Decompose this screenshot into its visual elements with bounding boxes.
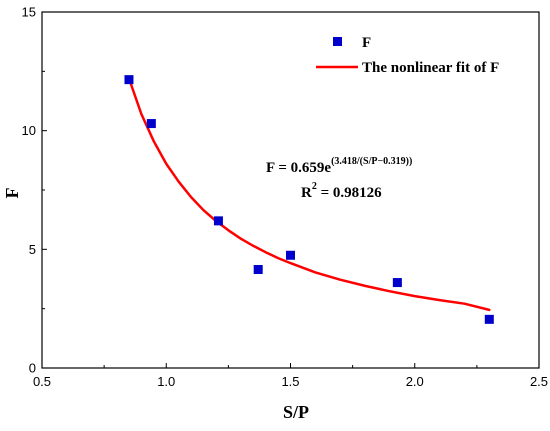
fit-equation: F = 0.659e(3.418/(S/P−0.319)) R2 = 0.981… bbox=[266, 156, 412, 201]
legend-label-scatter: F bbox=[362, 35, 371, 51]
fit-layer bbox=[127, 77, 491, 312]
data-point bbox=[484, 314, 494, 324]
y-tick-label: 5 bbox=[29, 242, 36, 257]
y-tick-label: 15 bbox=[22, 5, 36, 20]
legend-label-fit: The nonlinear fit of F bbox=[362, 60, 499, 76]
x-tick-label: 2.0 bbox=[406, 374, 424, 389]
y-axis-title: F bbox=[2, 188, 22, 199]
svg-text:F = 0.659e(3.418/(S/P−0.319)): F = 0.659e(3.418/(S/P−0.319)) bbox=[266, 156, 412, 176]
data-point bbox=[213, 216, 223, 226]
x-tick-label: 1.5 bbox=[281, 374, 299, 389]
y-tick-label: 0 bbox=[29, 361, 36, 376]
data-point bbox=[392, 278, 402, 288]
equation-text: F = 0.659e bbox=[266, 160, 331, 176]
points-layer bbox=[124, 75, 494, 324]
r2-value: = 0.98126 bbox=[317, 185, 382, 201]
data-point bbox=[286, 250, 295, 260]
equation-exponent: (3.418/(S/P−0.319)) bbox=[331, 156, 412, 167]
svg-text:R2 = 0.98126: R2 = 0.98126 bbox=[301, 181, 382, 201]
data-point bbox=[253, 265, 263, 275]
x-tick-label: 0.5 bbox=[33, 374, 51, 389]
y-tick-label: 10 bbox=[22, 123, 36, 138]
legend-marker-scatter bbox=[333, 37, 342, 46]
data-point bbox=[124, 75, 134, 85]
data-point bbox=[146, 119, 156, 129]
r2-sup: 2 bbox=[312, 181, 317, 192]
r2-label: R bbox=[301, 185, 312, 201]
x-tick-label: 1.0 bbox=[157, 374, 175, 389]
x-tick-label: 2.5 bbox=[530, 374, 548, 389]
x-axis-title: S/P bbox=[283, 402, 309, 422]
legend: F The nonlinear fit of F bbox=[316, 35, 499, 76]
fit-curve bbox=[127, 77, 491, 312]
ticks-layer: 0.5 1.0 1.5 2.0 2.5 0 5 10 15 bbox=[22, 5, 549, 390]
